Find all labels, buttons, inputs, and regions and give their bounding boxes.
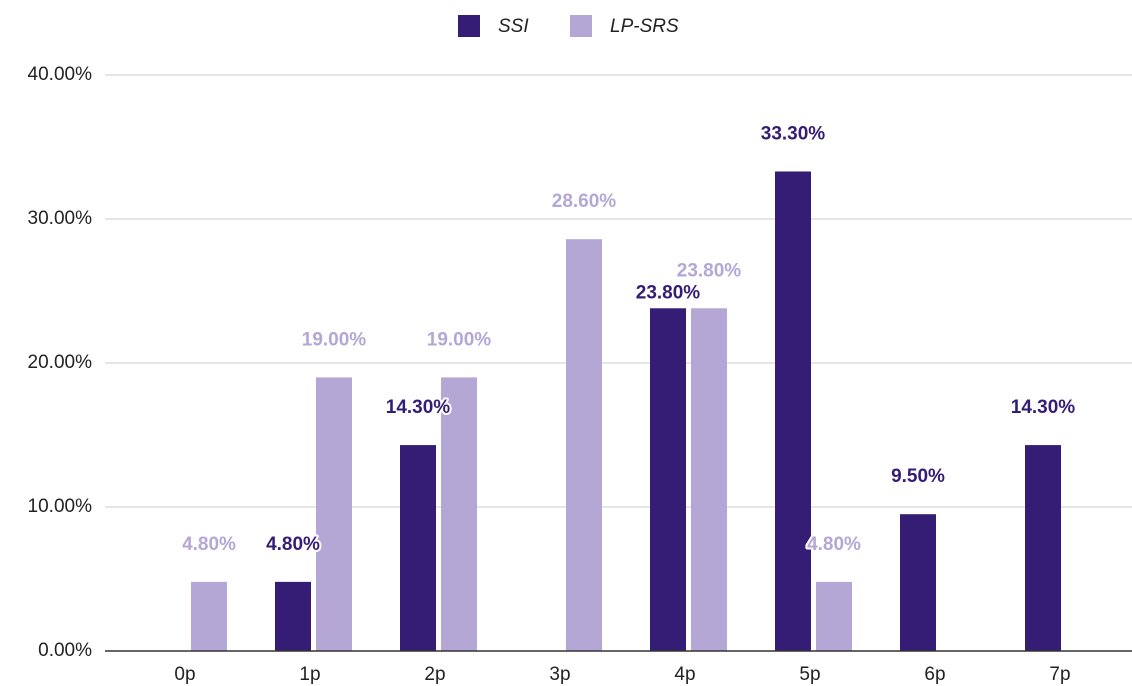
x-tick-label: 4p [674,664,695,685]
legend-swatch [570,15,592,37]
bar [650,308,686,651]
y-tick-label: 40.00% [28,64,93,85]
x-tick-label: 1p [299,664,320,685]
data-label: 33.30% [761,123,826,144]
x-tick-label: 2p [424,664,445,685]
x-tick-label: 6p [924,664,945,685]
bar [275,581,311,651]
data-label: 9.50% [891,466,945,487]
data-label: 4.80% [807,534,861,555]
data-label: 14.30% [1011,397,1076,418]
y-tick-label: 0.00% [38,640,92,661]
y-tick-label: 30.00% [28,208,93,229]
bar [900,514,936,651]
x-tick-label: 7p [1049,664,1070,685]
bar [691,308,727,651]
x-tick-label: 5p [799,664,820,685]
data-label: 23.80% [636,282,701,303]
bar [400,445,436,651]
x-tick-label: 0p [174,664,195,685]
bar [566,239,602,651]
data-label: 23.80% [677,260,742,281]
bar [441,377,477,651]
x-tick-label: 3p [549,664,570,685]
bar [316,377,352,651]
y-tick-label: 20.00% [28,352,93,373]
y-tick-label: 10.00% [28,496,93,517]
legend-swatch [458,15,480,37]
bar [816,581,852,651]
legend-label: SSI [498,16,529,37]
data-label: 19.00% [302,329,367,350]
data-label: 19.00% [427,329,492,350]
legend-label: LP-SRS [610,16,679,37]
data-label: 4.80% [266,534,320,555]
data-label: 28.60% [552,191,617,212]
bar [191,581,227,651]
bar [775,171,811,652]
bar [1025,445,1061,651]
data-label: 14.30% [386,397,451,418]
data-label: 4.80% [182,534,236,555]
